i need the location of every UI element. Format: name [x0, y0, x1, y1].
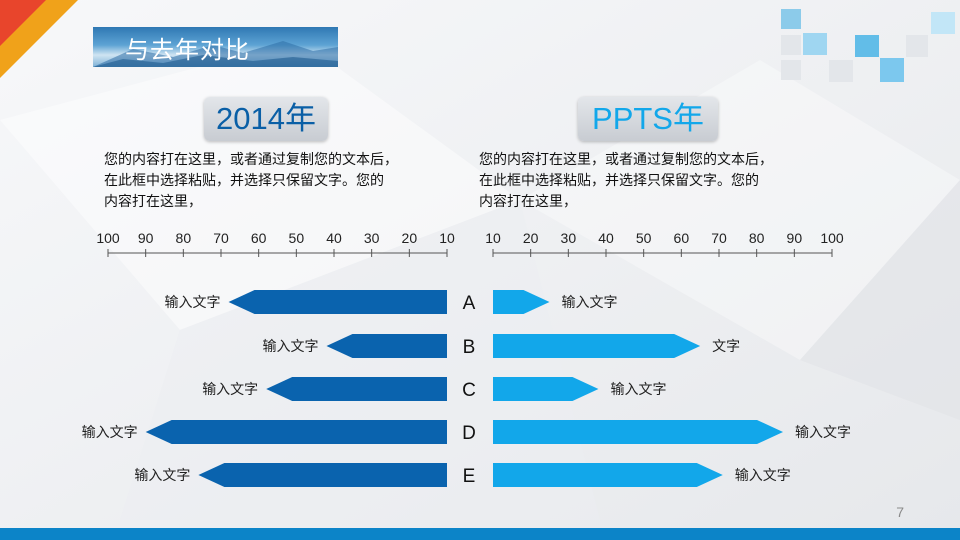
category-label-c: C — [462, 380, 476, 401]
left-bar-e — [198, 463, 447, 487]
decor-square — [781, 9, 801, 29]
right-axis-tick-label: 60 — [674, 230, 690, 246]
right-axis-tick-label: 20 — [523, 230, 539, 246]
right-year-label: PPTS年 — [578, 97, 718, 141]
decor-square — [855, 35, 879, 57]
left-axis-tick-label: 10 — [439, 230, 455, 246]
right-bar-b — [493, 334, 701, 358]
decor-square — [906, 35, 928, 57]
footer-bar — [0, 528, 960, 540]
left-bar-label: 输入文字 — [202, 381, 258, 397]
left-axis-tick-label: 60 — [251, 230, 267, 246]
decor-square — [880, 58, 904, 82]
left-description-line: 内容打在这里， — [104, 194, 202, 210]
category-label-e: E — [463, 466, 476, 487]
right-axis-tick-label: 70 — [711, 230, 727, 246]
corner-accent-red — [0, 0, 46, 46]
left-bar-a — [228, 290, 447, 314]
left-description: 您的内容打在这里，或者通过复制您的文本后， 在此框中选择粘贴，并选择只保留文字。… — [104, 150, 444, 213]
right-axis-tick-label: 90 — [787, 230, 803, 246]
page-number: 7 — [896, 504, 904, 520]
right-bar-label: 输入文字 — [795, 424, 851, 440]
left-axis-tick-label: 80 — [176, 230, 192, 246]
decor-square — [803, 33, 827, 55]
right-axis-tick-label: 40 — [598, 230, 614, 246]
left-bar-b — [326, 334, 447, 358]
right-axis-tick-label: 100 — [820, 230, 844, 246]
left-year-label: 2014年 — [204, 97, 328, 141]
left-bar-label: 输入文字 — [134, 467, 190, 483]
right-bar-e — [493, 463, 723, 487]
left-axis-tick-label: 50 — [289, 230, 305, 246]
right-axis-tick-label: 50 — [636, 230, 652, 246]
right-bar-label: 文字 — [712, 338, 740, 354]
right-bar-c — [493, 377, 599, 401]
decor-square — [931, 12, 955, 34]
left-axis-tick-label: 90 — [138, 230, 154, 246]
category-label-a: A — [463, 293, 476, 314]
title-banner — [93, 27, 338, 67]
right-bar-label: 输入文字 — [562, 294, 618, 310]
decor-square — [781, 35, 801, 55]
left-axis-tick-label: 70 — [213, 230, 229, 246]
right-axis-tick-label: 10 — [485, 230, 501, 246]
left-description-line: 您的内容打在这里，或者通过复制您的文本后， — [104, 152, 398, 168]
left-bar-c — [266, 377, 447, 401]
left-axis-tick-label: 30 — [364, 230, 380, 246]
decor-square — [829, 60, 853, 82]
left-description-line: 在此框中选择粘贴，并选择只保留文字。您的 — [104, 173, 384, 189]
slide-title: 与去年对比 — [125, 36, 250, 64]
right-bar-label: 输入文字 — [610, 381, 666, 397]
left-axis-tick-label: 100 — [96, 230, 120, 246]
category-label-d: D — [462, 423, 476, 444]
category-label-b: B — [463, 337, 476, 358]
right-bar-d — [493, 420, 784, 444]
left-axis-tick-label: 40 — [326, 230, 342, 246]
left-bar-label: 输入文字 — [165, 294, 221, 310]
right-description-line: 在此框中选择粘贴，并选择只保留文字。您的 — [479, 173, 759, 189]
right-description-line: 您的内容打在这里，或者通过复制您的文本后， — [479, 152, 773, 168]
right-axis-tick-label: 30 — [561, 230, 577, 246]
left-bar-d — [145, 420, 447, 444]
right-axis-tick-label: 80 — [749, 230, 765, 246]
decor-square — [781, 60, 801, 80]
left-axis-tick-label: 20 — [402, 230, 418, 246]
right-description-line: 内容打在这里， — [479, 194, 577, 210]
right-bar-label: 输入文字 — [735, 467, 791, 483]
left-bar-label: 输入文字 — [262, 338, 318, 354]
right-description: 您的内容打在这里，或者通过复制您的文本后， 在此框中选择粘贴，并选择只保留文字。… — [479, 150, 819, 213]
right-bar-a — [493, 290, 550, 314]
left-bar-label: 输入文字 — [82, 424, 138, 440]
